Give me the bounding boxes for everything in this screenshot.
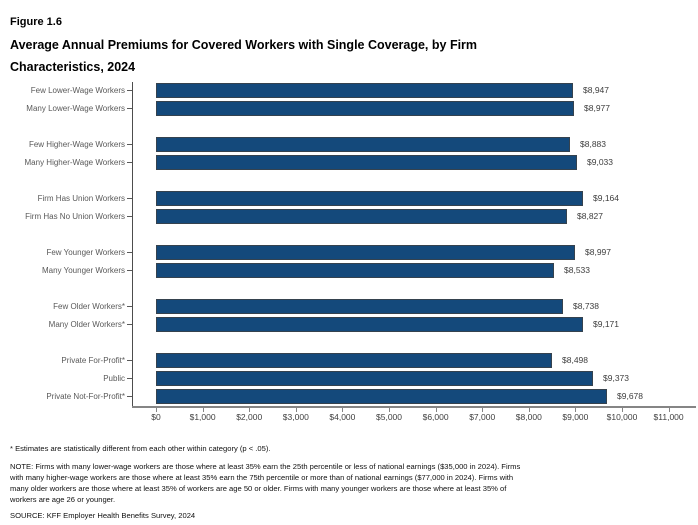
x-tick (389, 408, 390, 412)
category-label: Few Older Workers* (53, 302, 125, 311)
category-label: Many Higher-Wage Workers (24, 158, 125, 167)
footnote-note-line-2: with many higher-wage workers are those … (10, 473, 514, 482)
chart-title-line-1: Average Annual Premiums for Covered Work… (10, 38, 478, 52)
category-tick (127, 270, 132, 271)
category-tick (127, 90, 132, 91)
x-tick (249, 408, 251, 412)
x-tick-label: $7,000 (469, 412, 496, 422)
category-label: Few Lower-Wage Workers (30, 86, 125, 95)
x-tick (342, 408, 344, 412)
category-label: Few Higher-Wage Workers (28, 140, 125, 149)
bar (156, 317, 583, 332)
x-axis-line (132, 406, 696, 408)
value-label: $8,533 (564, 265, 590, 275)
category-tick (127, 324, 132, 325)
category-tick (127, 378, 132, 379)
category-tick (127, 162, 132, 163)
chart-title-line-2: Characteristics, 2024 (10, 60, 136, 74)
category-tick (127, 306, 132, 307)
footnote-note-line-3: many older workers are those where at le… (10, 484, 507, 493)
x-tick (435, 408, 437, 412)
value-label: $9,164 (593, 193, 619, 203)
category-label: Firm Has No Union Workers (25, 212, 125, 221)
value-label: $8,977 (584, 103, 610, 113)
bar (156, 191, 583, 206)
footnote-significance: * Estimates are statistically different … (10, 444, 271, 453)
bar (156, 155, 577, 170)
bar (156, 101, 574, 116)
value-label: $8,738 (573, 301, 599, 311)
category-label: Many Older Workers* (48, 320, 125, 329)
category-tick (127, 144, 132, 145)
bar (156, 371, 593, 386)
value-label: $8,498 (562, 355, 588, 365)
category-label: Private For-Profit* (61, 356, 125, 365)
category-label: Many Younger Workers (41, 266, 125, 275)
x-tick-label: $5,000 (376, 412, 402, 422)
category-tick (127, 360, 132, 361)
x-tick-label: $1,000 (189, 412, 216, 422)
x-tick-label: $8,000 (515, 412, 542, 422)
bar (156, 353, 552, 368)
value-label: $8,997 (585, 247, 611, 257)
value-label: $9,033 (587, 157, 613, 167)
figure-number: Figure 1.6 (10, 16, 62, 28)
footnote-note-line-4: workers are age 26 or younger. (10, 495, 116, 504)
bar (156, 245, 575, 260)
x-tick-label: $3,000 (282, 412, 309, 422)
footnotes: * Estimates are statistically different … (10, 443, 694, 521)
x-tick (482, 408, 484, 412)
x-tick (202, 408, 204, 412)
bar (156, 209, 567, 224)
category-label: Public (103, 374, 125, 383)
x-tick (575, 408, 577, 412)
value-label: $8,883 (580, 139, 606, 149)
category-tick (127, 108, 132, 109)
value-label: $8,827 (577, 211, 603, 221)
chart-title: Average Annual Premiums for Covered Work… (10, 34, 477, 78)
x-tick-label: $2,000 (236, 412, 263, 422)
x-tick (295, 408, 297, 412)
category-tick (127, 216, 132, 217)
bar (156, 83, 573, 98)
x-tick-label: $9,000 (562, 412, 589, 422)
x-tick-label: $4,000 (329, 412, 356, 422)
category-tick (127, 252, 132, 253)
y-axis-line (132, 82, 133, 407)
category-tick (127, 198, 132, 199)
x-tick-label: $10,000 (606, 412, 638, 422)
x-tick-label: $6,000 (422, 412, 449, 422)
footnote-note-line-1: NOTE: Firms with many lower-wage workers… (10, 462, 521, 471)
bar (156, 137, 570, 152)
x-tick (156, 408, 157, 412)
x-tick (528, 408, 530, 412)
category-label: Many Lower-Wage Workers (26, 104, 125, 113)
bar (156, 389, 607, 404)
value-label: $9,678 (617, 391, 643, 401)
x-tick-label: $0 (151, 412, 161, 422)
category-label: Few Younger Workers (46, 248, 125, 257)
footnote-source: SOURCE: KFF Employer Health Benefits Sur… (10, 511, 196, 520)
bar (156, 263, 554, 278)
category-label: Private Not-For-Profit* (46, 392, 125, 401)
value-label: $9,373 (603, 373, 629, 383)
category-label: Firm Has Union Workers (37, 194, 125, 203)
x-tick (668, 408, 670, 412)
value-label: $9,171 (593, 319, 619, 329)
x-tick (622, 408, 623, 412)
category-tick (127, 396, 132, 397)
bar (156, 299, 563, 314)
x-tick-label: $11,000 (653, 412, 684, 422)
value-label: $8,947 (583, 85, 609, 95)
